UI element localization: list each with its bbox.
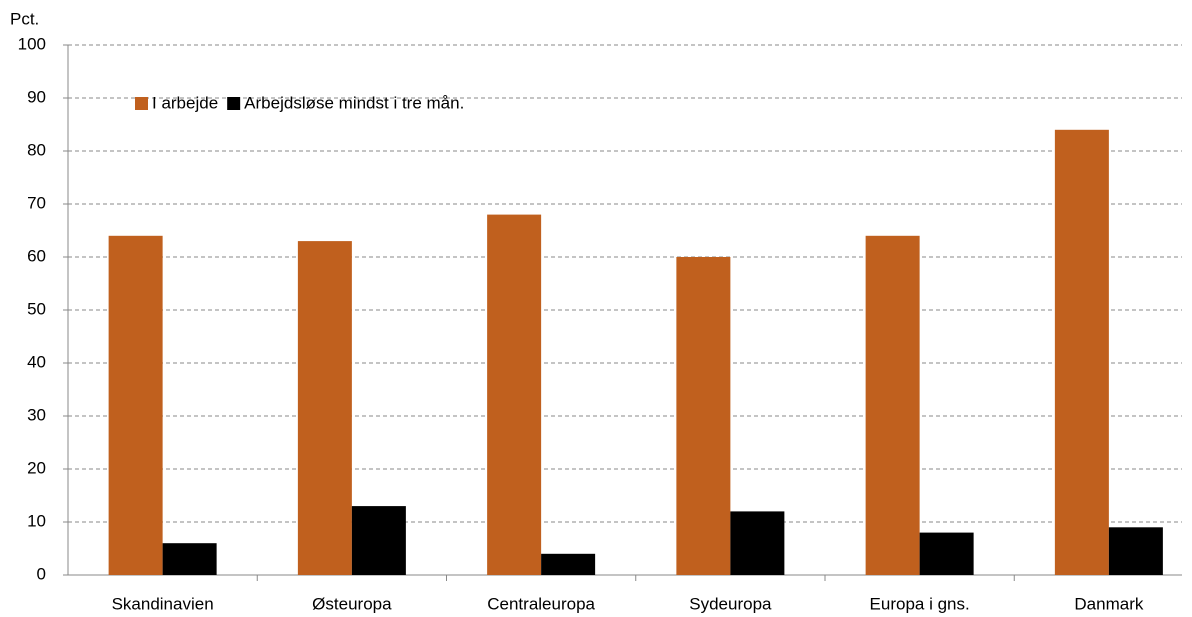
x-tick-label: Østeuropa: [312, 594, 392, 613]
bar: [865, 235, 920, 576]
x-tick-label: Sydeuropa: [689, 594, 772, 613]
bar: [1108, 527, 1163, 575]
y-tick-label: 90: [27, 87, 46, 106]
x-tick-label: Skandinavien: [112, 594, 214, 613]
bar: [297, 241, 352, 575]
legend-swatch: [227, 97, 241, 110]
y-tick-label: 50: [27, 299, 46, 318]
y-tick-label: 40: [27, 352, 46, 371]
bar: [108, 235, 163, 576]
legend-label: I arbejde: [152, 93, 218, 112]
y-tick-label: 0: [37, 564, 46, 583]
bar: [351, 506, 406, 575]
y-tick-label: 10: [27, 511, 46, 530]
y-tick-label: 60: [27, 246, 46, 265]
x-tick-label: Centraleuropa: [487, 594, 595, 613]
y-tick-label: 80: [27, 140, 46, 159]
y-tick-label: 20: [27, 458, 46, 477]
legend-label: Arbejdsløse mindst i tre mån.: [244, 93, 464, 112]
bar: [919, 532, 974, 575]
x-tick-label: Europa i gns.: [870, 594, 970, 613]
y-tick-label: 70: [27, 193, 46, 212]
bar: [541, 553, 596, 575]
bar: [487, 214, 542, 575]
bar: [1054, 129, 1109, 576]
bar: [676, 257, 731, 575]
bar: [730, 511, 785, 575]
bar: [162, 543, 217, 575]
y-axis-label: Pct.: [10, 9, 39, 28]
y-tick-label: 100: [18, 34, 46, 53]
y-tick-label: 30: [27, 405, 46, 424]
legend-swatch: [135, 97, 148, 110]
x-tick-label: Danmark: [1074, 594, 1143, 613]
